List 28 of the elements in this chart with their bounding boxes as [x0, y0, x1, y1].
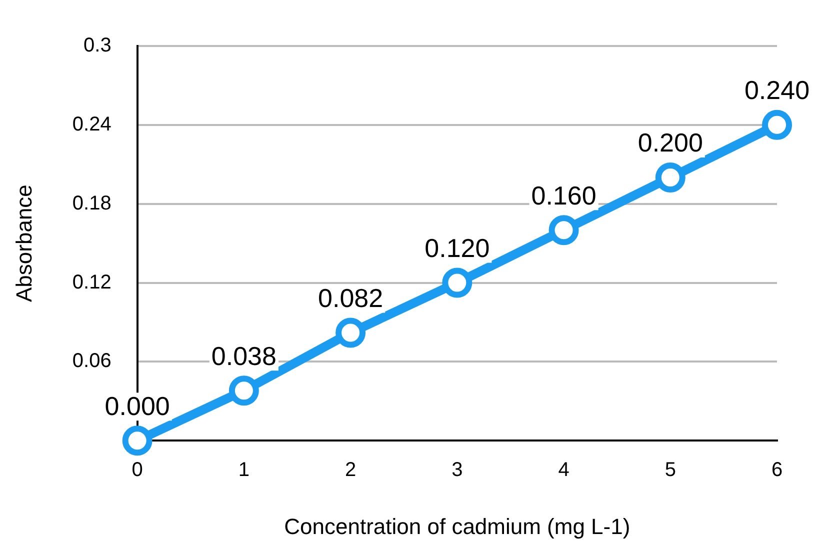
point — [548, 215, 579, 246]
data-label: 0.160 — [531, 180, 596, 210]
y-tick-label: 0.12 — [72, 271, 112, 294]
point — [336, 318, 366, 348]
point — [655, 162, 686, 193]
x-tick-label: 5 — [664, 459, 676, 482]
x-tick-label: 2 — [344, 459, 356, 482]
data-label: 0.200 — [638, 128, 703, 158]
data-label: 0.240 — [744, 75, 810, 106]
data-label: 0.120 — [424, 232, 490, 263]
x-tick-label: 1 — [238, 459, 250, 482]
point — [762, 110, 792, 140]
x-tick-label: 4 — [558, 459, 570, 482]
y-tick-label: 0.3 — [84, 34, 112, 57]
data-label: 0.000 — [104, 390, 170, 421]
point — [228, 376, 259, 406]
x-tick-label: 6 — [771, 459, 783, 482]
point — [122, 426, 152, 456]
point — [442, 268, 472, 298]
x-tick-label: 0 — [132, 459, 143, 482]
data-label: 0.082 — [318, 282, 384, 313]
x-axis-title: Concentration of cadmium (mg L-1) — [284, 514, 630, 539]
y-tick-label: 0.18 — [72, 192, 112, 214]
y-tick-label: 0.24 — [72, 113, 112, 136]
y-axis-title: Absorbance — [11, 184, 36, 302]
x-tick-label: 3 — [452, 459, 463, 482]
y-tick-label: 0.06 — [72, 350, 112, 372]
data-label: 0.038 — [211, 340, 276, 371]
